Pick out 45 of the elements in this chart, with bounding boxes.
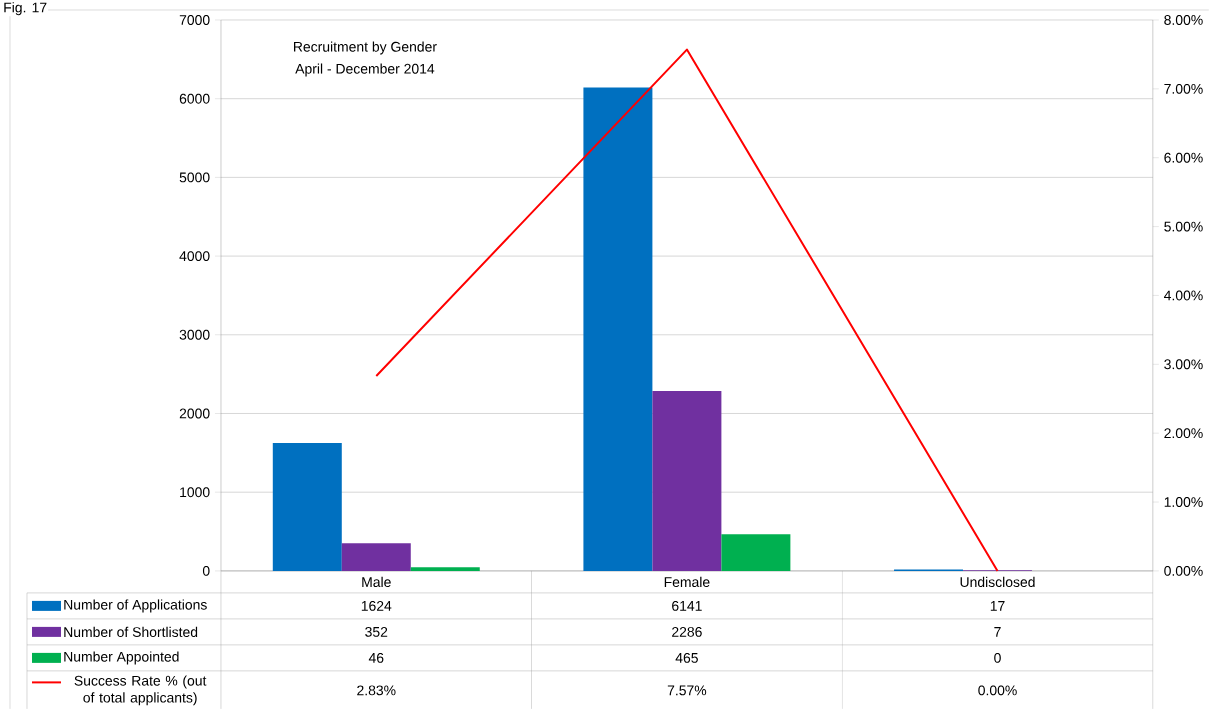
y2-tick-label: 2.00% [1164, 428, 1203, 439]
y2-tick-label: 8.00% [1164, 15, 1203, 25]
y2-tick-label: 0.00% [1164, 565, 1203, 576]
legend-label: Success Rate % (out of total applicants) [74, 675, 207, 706]
y-tick-label: 3000 [179, 329, 210, 340]
data-label: 1624 [361, 600, 392, 611]
y-tick-label: 7000 [179, 15, 210, 25]
data-label: 465 [675, 652, 698, 663]
data-label: 2286 [672, 626, 702, 637]
x-tick-label: Female [664, 576, 710, 587]
legend-label: Number of Shortlisted [64, 626, 198, 637]
y-tick-label: 5000 [179, 172, 210, 183]
data-label: 6141 [672, 600, 702, 611]
bar [583, 87, 653, 571]
y2-tick-label: 7.00% [1164, 83, 1203, 94]
bar [652, 390, 722, 571]
caption: Fig. 17 [4, 2, 47, 16]
legend-label: Number Appointed [64, 651, 179, 665]
data-label: 0.00% [978, 685, 1017, 696]
text: April - December 2014 [295, 63, 435, 77]
data-label: 7 [994, 627, 1001, 637]
data-label: 0 [994, 652, 1001, 663]
y-tick-label: 1000 [180, 487, 210, 498]
bar [721, 534, 791, 571]
y2-tick-label: 5.00% [1164, 221, 1203, 232]
legend-label: Number of Applications [64, 599, 207, 613]
x-tick-label: Undisclosed [960, 576, 1035, 587]
bar [272, 443, 342, 571]
y2-tick-label: 1.00% [1164, 497, 1203, 507]
data-label: 2.83% [357, 685, 396, 696]
y-tick-label: 0 [202, 565, 210, 576]
y-tick-label: 4000 [179, 251, 210, 261]
bar [410, 567, 480, 571]
y2-tick-label: 6.00% [1164, 152, 1203, 163]
data-label: 7.57% [667, 685, 707, 696]
y-tick-label: 6000 [179, 93, 210, 104]
data-label: 17 [990, 601, 1005, 611]
data-label: 352 [365, 626, 388, 637]
y-tick-label: 2000 [179, 408, 210, 419]
text: Recruitment by Gender [294, 41, 437, 55]
x-tick-label: Male [362, 576, 391, 587]
data-label: 46 [368, 652, 384, 663]
y2-tick-label: 3.00% [1164, 359, 1203, 370]
bar [341, 543, 411, 571]
y2-tick-label: 4.00% [1163, 290, 1203, 301]
